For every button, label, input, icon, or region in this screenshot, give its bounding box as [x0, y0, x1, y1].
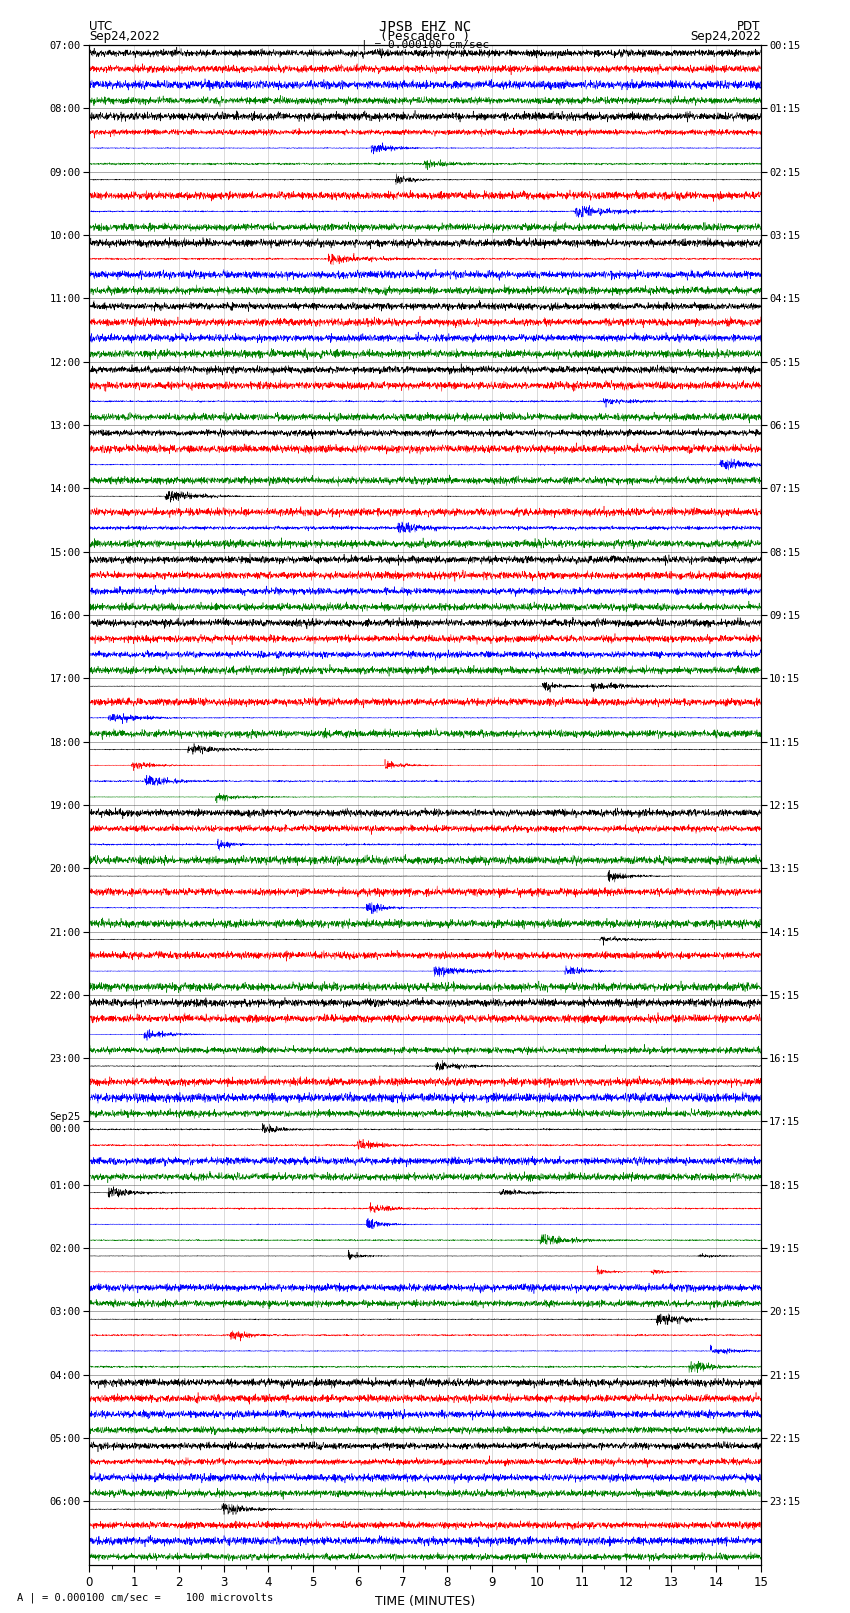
X-axis label: TIME (MINUTES): TIME (MINUTES) — [375, 1595, 475, 1608]
Text: | = 0.000100 cm/sec: | = 0.000100 cm/sec — [361, 39, 489, 50]
Text: Sep24,2022: Sep24,2022 — [89, 31, 160, 44]
Text: PDT: PDT — [737, 19, 761, 34]
Text: JPSB EHZ NC: JPSB EHZ NC — [379, 19, 471, 34]
Text: UTC: UTC — [89, 19, 112, 34]
Text: (Pescadero ): (Pescadero ) — [380, 31, 470, 44]
Text: A | = 0.000100 cm/sec =    100 microvolts: A | = 0.000100 cm/sec = 100 microvolts — [17, 1592, 273, 1603]
Text: Sep24,2022: Sep24,2022 — [690, 31, 761, 44]
